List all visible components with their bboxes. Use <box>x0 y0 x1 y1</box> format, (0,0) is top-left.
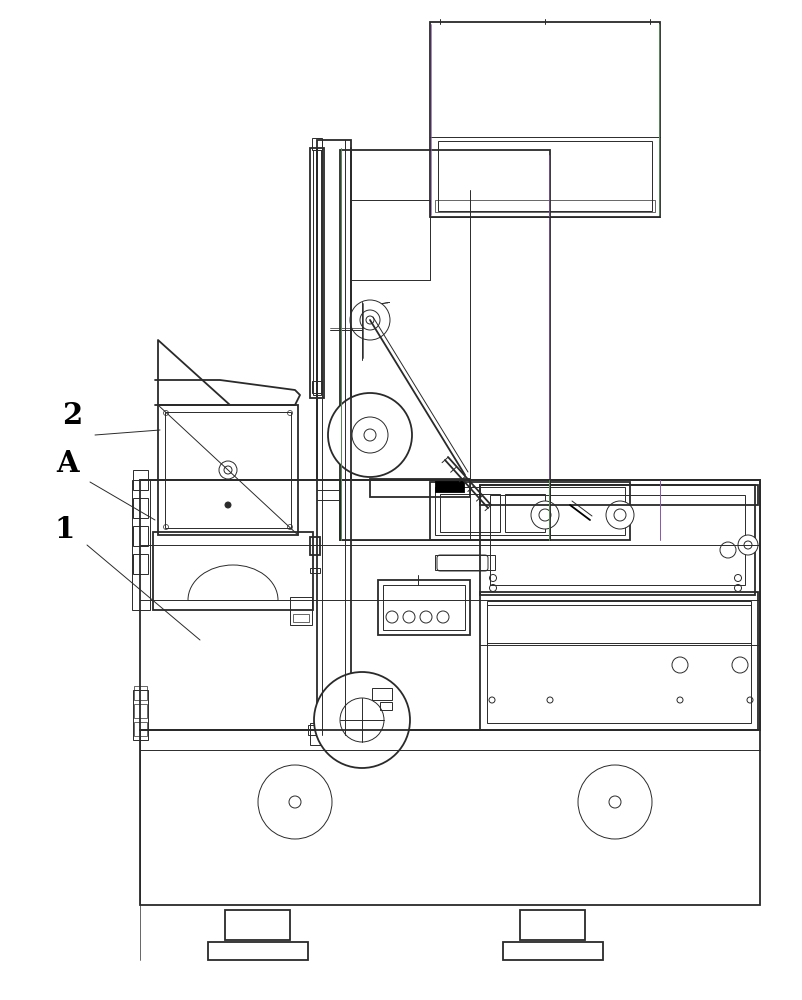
Circle shape <box>366 316 374 324</box>
Bar <box>310 537 320 555</box>
Bar <box>435 555 494 570</box>
Bar <box>313 150 321 395</box>
Bar <box>310 568 320 573</box>
Bar <box>133 526 148 546</box>
Bar <box>133 470 148 490</box>
Circle shape <box>359 310 379 330</box>
Bar <box>489 495 744 585</box>
Bar <box>437 141 651 211</box>
Bar <box>164 412 290 528</box>
Bar <box>429 22 659 217</box>
Bar <box>435 482 464 492</box>
Circle shape <box>351 417 387 453</box>
Circle shape <box>219 461 237 479</box>
Bar <box>480 592 757 730</box>
Bar <box>158 405 298 535</box>
Circle shape <box>743 541 751 549</box>
Bar <box>486 605 750 643</box>
Bar <box>502 942 602 960</box>
Bar <box>312 381 322 393</box>
Circle shape <box>719 542 735 558</box>
Circle shape <box>538 509 550 521</box>
Bar <box>435 200 654 212</box>
Bar <box>378 580 469 635</box>
Circle shape <box>257 765 331 839</box>
Circle shape <box>606 501 634 529</box>
Circle shape <box>403 611 415 623</box>
Bar <box>383 585 464 630</box>
Bar <box>290 597 312 625</box>
Bar <box>133 498 148 518</box>
Bar <box>132 480 150 610</box>
Circle shape <box>737 535 757 555</box>
Bar <box>480 485 754 595</box>
Bar <box>153 532 313 610</box>
Bar <box>504 494 545 532</box>
Bar <box>293 614 309 622</box>
Bar <box>317 140 350 735</box>
Text: 1: 1 <box>55 516 75 544</box>
Bar <box>339 150 549 540</box>
Bar <box>134 686 147 700</box>
Bar <box>370 479 469 497</box>
Circle shape <box>339 698 383 742</box>
Circle shape <box>327 393 411 477</box>
Bar <box>308 725 323 735</box>
Circle shape <box>350 300 390 340</box>
Bar <box>133 690 148 740</box>
Bar <box>480 485 757 505</box>
Circle shape <box>419 611 431 623</box>
Bar <box>134 704 147 718</box>
Bar <box>379 702 391 710</box>
Bar <box>486 601 750 723</box>
Circle shape <box>363 429 375 441</box>
Text: A: A <box>57 448 79 478</box>
Bar <box>312 138 322 150</box>
Bar <box>310 723 322 745</box>
Circle shape <box>224 466 232 474</box>
Text: 2: 2 <box>62 400 82 430</box>
Circle shape <box>671 657 687 673</box>
Circle shape <box>314 672 410 768</box>
Bar <box>208 942 308 960</box>
Bar <box>140 480 759 730</box>
Bar <box>439 494 500 532</box>
Bar <box>429 482 630 540</box>
Bar <box>520 910 585 940</box>
Circle shape <box>577 765 651 839</box>
Circle shape <box>614 509 626 521</box>
Bar <box>133 554 148 574</box>
Bar <box>310 148 323 398</box>
Bar <box>371 688 391 700</box>
Circle shape <box>436 611 448 623</box>
Bar <box>435 487 624 535</box>
Bar <box>140 730 759 905</box>
Circle shape <box>530 501 558 529</box>
Circle shape <box>225 502 231 508</box>
Bar <box>225 910 290 940</box>
Bar <box>134 722 147 736</box>
Circle shape <box>731 657 747 673</box>
Circle shape <box>386 611 398 623</box>
